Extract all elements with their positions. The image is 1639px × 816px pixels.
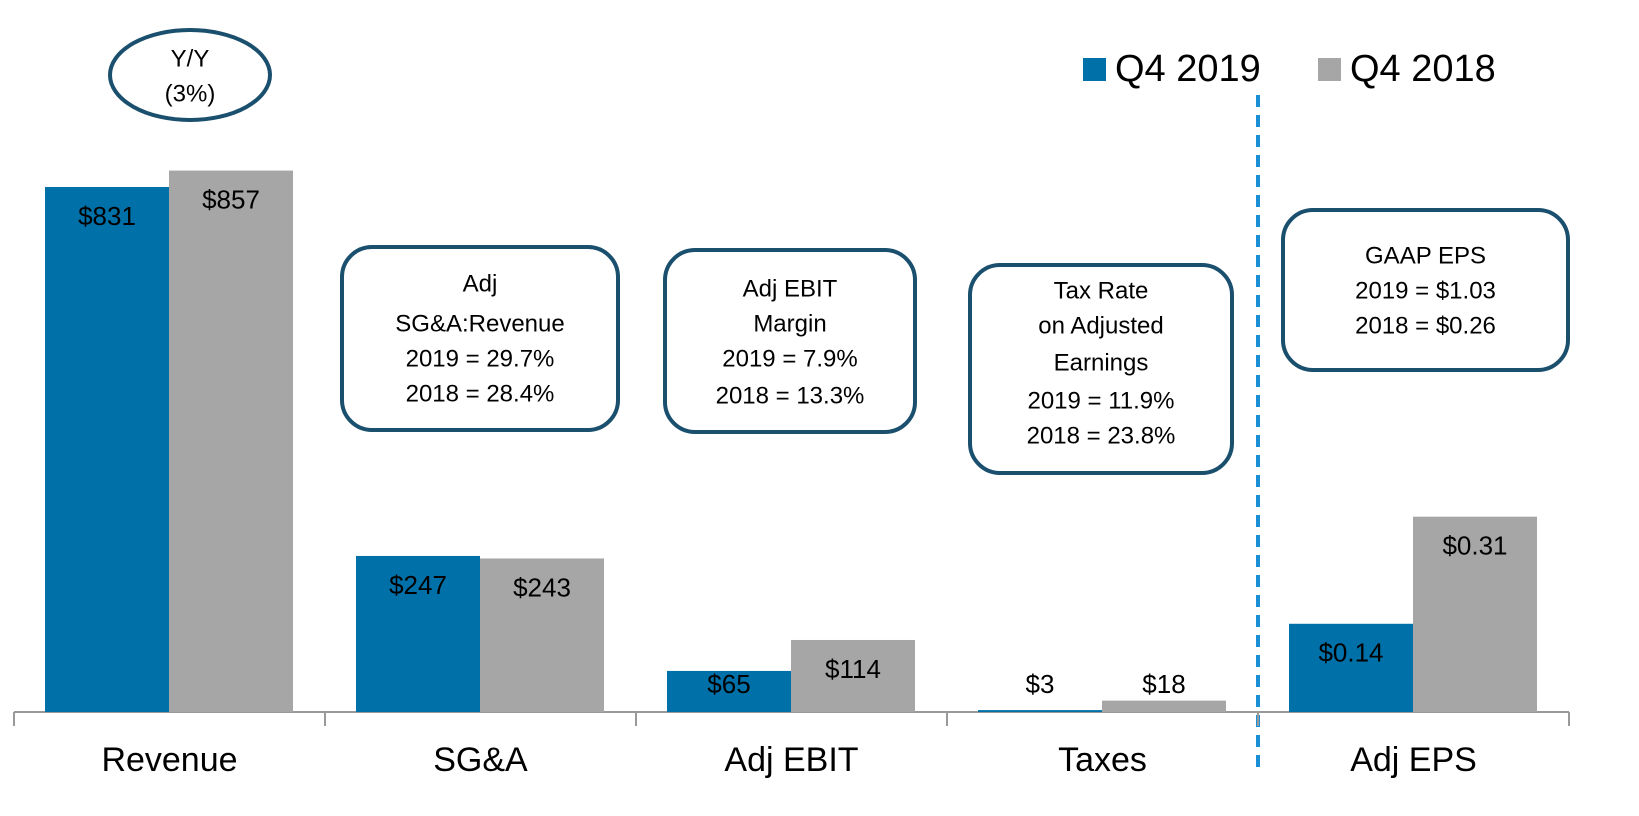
annotation-text: (3%) [165, 80, 216, 107]
legend-swatch [1083, 58, 1106, 81]
annotation-box [663, 248, 917, 434]
bar [480, 558, 604, 712]
x-tick-label: SG&A [433, 741, 528, 779]
annotation-text: Margin [753, 310, 826, 337]
annotation-text: GAAP EPS [1365, 242, 1486, 269]
annotation-text: Adj [463, 270, 498, 297]
bar [169, 170, 293, 712]
annotation-text: Tax Rate [1054, 277, 1149, 304]
value-label: $831 [78, 201, 136, 231]
annotation-text: 2018 = $0.26 [1355, 312, 1496, 339]
annotation-text: Adj EBIT [743, 275, 838, 302]
legend-swatch [1318, 58, 1341, 81]
bar [791, 639, 915, 712]
value-label: $857 [202, 184, 260, 214]
x-tick-label: Taxes [1058, 741, 1147, 779]
bar [1413, 516, 1537, 712]
legend-label: Q4 2018 [1350, 48, 1496, 90]
x-tick-label: Revenue [101, 741, 237, 779]
bar [667, 670, 791, 712]
annotation-ellipse [108, 28, 272, 122]
annotation-box [340, 245, 620, 432]
x-tick-label: Adj EPS [1350, 741, 1477, 779]
annotation-text: 2019 = 7.9% [722, 345, 857, 372]
value-label: $65 [707, 669, 750, 699]
bar [978, 710, 1102, 712]
legend-label: Q4 2019 [1115, 48, 1261, 90]
annotation-text: 2019 = $1.03 [1355, 277, 1496, 304]
bar [356, 555, 480, 712]
x-tick-label: Adj EBIT [724, 741, 858, 779]
value-label: $0.14 [1318, 638, 1383, 668]
annotation-text: 2019 = 29.7% [406, 345, 555, 372]
bar [1289, 623, 1413, 712]
annotation-text: 2018 = 13.3% [716, 382, 865, 409]
annotation-text: Earnings [1054, 349, 1149, 376]
value-label: $3 [1026, 669, 1055, 699]
bar [1102, 700, 1226, 712]
annotation-box [1281, 208, 1570, 372]
value-label: $0.31 [1442, 531, 1507, 561]
value-label: $243 [513, 572, 571, 602]
annotation-text: SG&A:Revenue [395, 310, 564, 337]
annotation-text: 2018 = 28.4% [406, 380, 555, 407]
bar [45, 187, 169, 712]
annotation-text: Y/Y [171, 45, 210, 72]
annotation-text: on Adjusted [1038, 312, 1163, 339]
value-label: $18 [1142, 669, 1185, 699]
annotation-text: 2019 = 11.9% [1027, 387, 1174, 414]
annotation-text: 2018 = 23.8% [1027, 422, 1176, 449]
value-label: $247 [389, 570, 447, 600]
value-label: $114 [825, 654, 881, 684]
annotation-box [968, 263, 1234, 475]
